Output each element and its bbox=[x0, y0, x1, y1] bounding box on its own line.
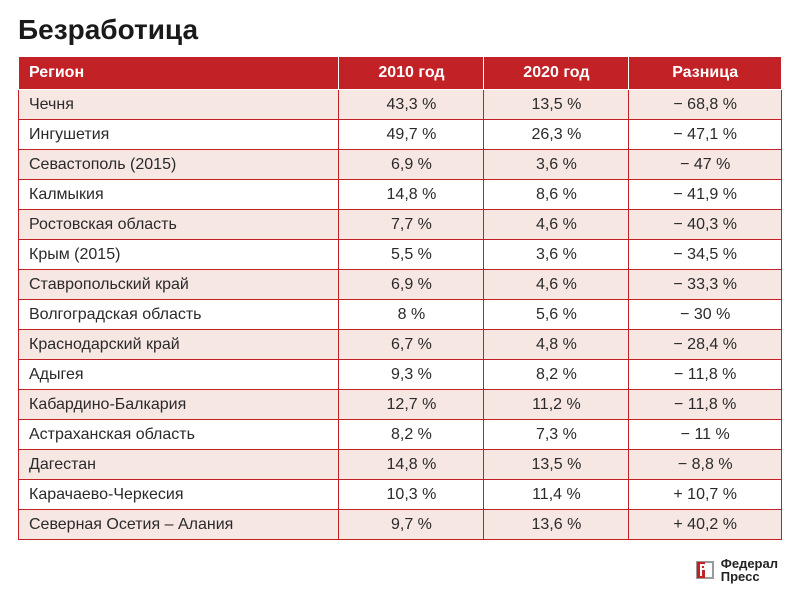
table-cell: Астраханская область bbox=[19, 420, 339, 450]
source-logo: Федерал Пресс bbox=[695, 557, 778, 584]
table-row: Севастополь (2015)6,9 %3,6 %− 47 % bbox=[19, 150, 782, 180]
table-cell: − 40,3 % bbox=[629, 210, 782, 240]
table-cell: Чечня bbox=[19, 90, 339, 120]
table-cell: Ставропольский край bbox=[19, 270, 339, 300]
table-cell: 13,6 % bbox=[484, 510, 629, 540]
column-header: 2020 год bbox=[484, 57, 629, 90]
table-row: Волгоградская область8 %5,6 %− 30 % bbox=[19, 300, 782, 330]
table-cell: Краснодарский край bbox=[19, 330, 339, 360]
table-cell: Волгоградская область bbox=[19, 300, 339, 330]
table-cell: − 34,5 % bbox=[629, 240, 782, 270]
logo-text: Федерал Пресс bbox=[721, 557, 778, 584]
table-cell: Дагестан bbox=[19, 450, 339, 480]
table-cell: 11,4 % bbox=[484, 480, 629, 510]
table-cell: Калмыкия bbox=[19, 180, 339, 210]
table-cell: − 28,4 % bbox=[629, 330, 782, 360]
table-cell: 13,5 % bbox=[484, 90, 629, 120]
table-cell: 8,6 % bbox=[484, 180, 629, 210]
table-cell: 9,3 % bbox=[339, 360, 484, 390]
table-cell: − 68,8 % bbox=[629, 90, 782, 120]
logo-icon bbox=[695, 560, 715, 580]
table-cell: − 30 % bbox=[629, 300, 782, 330]
table-row: Карачаево-Черкесия10,3 %11,4 %+ 10,7 % bbox=[19, 480, 782, 510]
table-cell: 12,7 % bbox=[339, 390, 484, 420]
table-cell: 8,2 % bbox=[484, 360, 629, 390]
table-cell: − 47,1 % bbox=[629, 120, 782, 150]
table-cell: Ингушетия bbox=[19, 120, 339, 150]
table-cell: 6,9 % bbox=[339, 150, 484, 180]
table-cell: − 33,3 % bbox=[629, 270, 782, 300]
unemployment-table: Регион2010 год2020 годРазница Чечня43,3 … bbox=[18, 56, 782, 540]
table-cell: 3,6 % bbox=[484, 150, 629, 180]
table-row: Чечня43,3 %13,5 %− 68,8 % bbox=[19, 90, 782, 120]
table-cell: 3,6 % bbox=[484, 240, 629, 270]
table-cell: + 40,2 % bbox=[629, 510, 782, 540]
table-cell: 13,5 % bbox=[484, 450, 629, 480]
table-cell: 10,3 % bbox=[339, 480, 484, 510]
table-cell: 6,9 % bbox=[339, 270, 484, 300]
table-row: Калмыкия14,8 %8,6 %− 41,9 % bbox=[19, 180, 782, 210]
table-cell: − 41,9 % bbox=[629, 180, 782, 210]
table-body: Чечня43,3 %13,5 %− 68,8 %Ингушетия49,7 %… bbox=[19, 90, 782, 540]
table-row: Ингушетия49,7 %26,3 %− 47,1 % bbox=[19, 120, 782, 150]
table-cell: − 11,8 % bbox=[629, 390, 782, 420]
table-cell: 43,3 % bbox=[339, 90, 484, 120]
table-cell: Адыгея bbox=[19, 360, 339, 390]
table-row: Ставропольский край6,9 %4,6 %− 33,3 % bbox=[19, 270, 782, 300]
table-row: Ростовская область7,7 %4,6 %− 40,3 % bbox=[19, 210, 782, 240]
table-cell: − 11,8 % bbox=[629, 360, 782, 390]
table-cell: 6,7 % bbox=[339, 330, 484, 360]
table-row: Адыгея9,3 %8,2 %− 11,8 % bbox=[19, 360, 782, 390]
table-cell: 7,7 % bbox=[339, 210, 484, 240]
table-cell: 14,8 % bbox=[339, 450, 484, 480]
table-cell: 5,5 % bbox=[339, 240, 484, 270]
table-row: Астраханская область8,2 %7,3 %− 11 % bbox=[19, 420, 782, 450]
table-cell: − 8,8 % bbox=[629, 450, 782, 480]
table-cell: − 47 % bbox=[629, 150, 782, 180]
table-cell: 26,3 % bbox=[484, 120, 629, 150]
page-title: Безработица bbox=[18, 14, 782, 46]
table-cell: Кабардино-Балкария bbox=[19, 390, 339, 420]
table-row: Северная Осетия – Алания9,7 %13,6 %+ 40,… bbox=[19, 510, 782, 540]
table-cell: Ростовская область bbox=[19, 210, 339, 240]
table-cell: Крым (2015) bbox=[19, 240, 339, 270]
table-cell: 4,8 % bbox=[484, 330, 629, 360]
table-row: Дагестан14,8 %13,5 %− 8,8 % bbox=[19, 450, 782, 480]
table-cell: − 11 % bbox=[629, 420, 782, 450]
table-cell: 4,6 % bbox=[484, 270, 629, 300]
table-cell: 4,6 % bbox=[484, 210, 629, 240]
table-cell: + 10,7 % bbox=[629, 480, 782, 510]
table-cell: 11,2 % bbox=[484, 390, 629, 420]
table-cell: Севастополь (2015) bbox=[19, 150, 339, 180]
table-cell: 9,7 % bbox=[339, 510, 484, 540]
table-cell: Карачаево-Черкесия bbox=[19, 480, 339, 510]
table-cell: 14,8 % bbox=[339, 180, 484, 210]
table-cell: Северная Осетия – Алания bbox=[19, 510, 339, 540]
table-row: Крым (2015)5,5 %3,6 %− 34,5 % bbox=[19, 240, 782, 270]
column-header: 2010 год bbox=[339, 57, 484, 90]
table-cell: 8,2 % bbox=[339, 420, 484, 450]
column-header: Регион bbox=[19, 57, 339, 90]
table-header: Регион2010 год2020 годРазница bbox=[19, 57, 782, 90]
column-header: Разница bbox=[629, 57, 782, 90]
table-cell: 7,3 % bbox=[484, 420, 629, 450]
table-row: Краснодарский край6,7 %4,8 %− 28,4 % bbox=[19, 330, 782, 360]
table-cell: 49,7 % bbox=[339, 120, 484, 150]
table-cell: 8 % bbox=[339, 300, 484, 330]
table-row: Кабардино-Балкария12,7 %11,2 %− 11,8 % bbox=[19, 390, 782, 420]
table-cell: 5,6 % bbox=[484, 300, 629, 330]
